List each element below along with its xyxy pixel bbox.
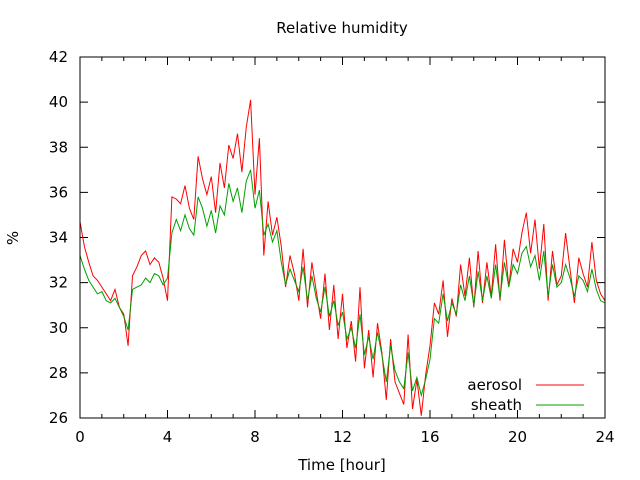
y-tick-label: 32	[49, 274, 68, 292]
legend: aerosol sheath	[467, 376, 584, 414]
y-tick-label: 36	[49, 183, 68, 201]
x-tick-label: 24	[595, 428, 614, 446]
y-tick-label: 30	[49, 319, 68, 337]
series-layer	[79, 99, 606, 416]
y-tick-label: 42	[49, 48, 68, 66]
y-tick-label: 26	[49, 409, 68, 427]
x-axis-label: Time [hour]	[297, 456, 386, 474]
y-tick-label: 38	[49, 138, 68, 156]
x-tick-label: 20	[508, 428, 527, 446]
legend-label-aerosol: aerosol	[467, 376, 522, 394]
y-tick-label: 34	[49, 229, 68, 247]
x-tick-label: 0	[75, 428, 85, 446]
x-tick-label: 16	[420, 428, 439, 446]
y-axis-label: %	[4, 231, 22, 245]
x-tick-label: 12	[333, 428, 352, 446]
legend-label-sheath: sheath	[471, 396, 522, 414]
x-tick-label: 8	[250, 428, 260, 446]
x-tick-label: 4	[163, 428, 173, 446]
y-tick-label: 28	[49, 364, 68, 382]
axis-ticks: 0 4 8 12 16 20 24 26 28 30 32 34 36 38 40 42	[49, 48, 615, 446]
plot-frame	[79, 56, 606, 419]
series-line-sheath	[79, 169, 606, 398]
series-line-aerosol	[79, 99, 606, 416]
y-tick-label: 40	[49, 93, 68, 111]
chart-title: Relative humidity	[276, 19, 408, 37]
